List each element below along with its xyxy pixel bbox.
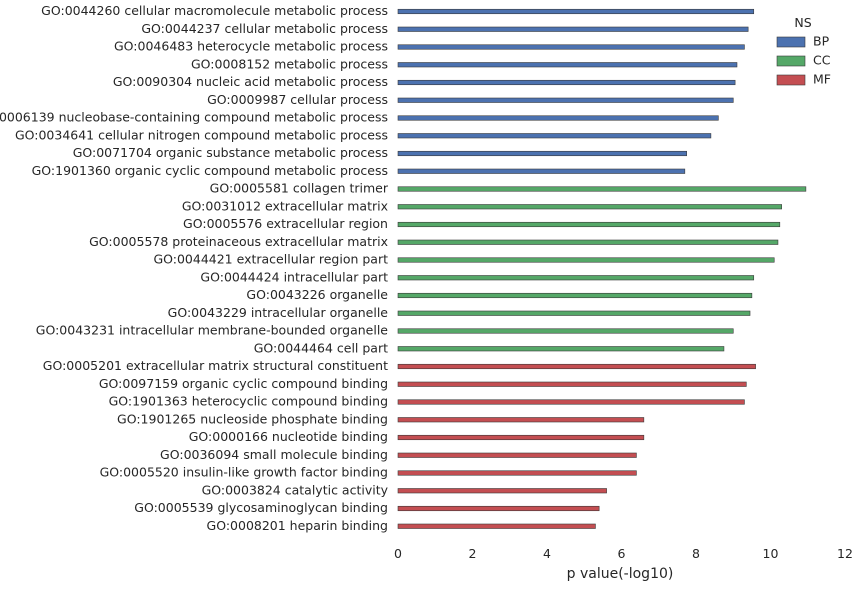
category-label: GO:0044424 intracellular part: [200, 269, 388, 284]
bar-cc: [397, 346, 725, 352]
category-label: GO:1901363 heterocyclic compound binding: [109, 394, 388, 409]
category-label: GO:0003824 catalytic activity: [202, 482, 389, 497]
category-label: GO:0005576 extracellular region: [183, 216, 388, 231]
legend-label-bp: BP: [813, 34, 830, 49]
category-label: GO:0071704 organic substance metabolic p…: [73, 145, 388, 160]
bar-bp: [397, 133, 712, 139]
bar-mf: [397, 505, 600, 512]
x-tick-label: 0: [394, 546, 402, 561]
bar-mf: [397, 381, 747, 387]
category-label: GO:0034641 cellular nitrogen compound me…: [15, 127, 388, 142]
bar-cc: [397, 328, 734, 334]
bar-mf: [397, 399, 745, 405]
category-label: GO:0044464 cell part: [254, 340, 388, 355]
bar-cc: [397, 186, 807, 192]
category-label: GO:1901360 organic cyclic compound metab…: [32, 163, 388, 178]
bar-cc: [397, 275, 755, 281]
category-label: GO:0000166 nucleotide binding: [189, 429, 388, 444]
bar-bp: [397, 79, 736, 86]
x-tick-label: 4: [543, 546, 551, 561]
bar-mf: [397, 417, 645, 423]
bar-bp: [397, 62, 738, 68]
x-axis-label: p value(-log10): [567, 566, 674, 582]
category-label: GO:0046483 heterocycle metabolic process: [114, 39, 388, 54]
bar-bp: [397, 115, 719, 121]
category-label: GO:0044260 cellular macromolecule metabo…: [41, 3, 388, 18]
category-label: GO:0008152 metabolic process: [191, 56, 388, 71]
bar-mf: [397, 488, 607, 494]
bar-mf: [397, 434, 645, 441]
legend-label-cc: CC: [813, 53, 831, 68]
category-label: GO:0036094 small molecule binding: [160, 447, 388, 462]
category-labels: GO:0044260 cellular macromolecule metabo…: [0, 3, 389, 533]
bar-bp: [397, 150, 687, 157]
legend-swatch-cc: [776, 55, 806, 67]
bar-cc: [397, 257, 775, 263]
category-label: GO:0044421 extracellular region part: [153, 252, 388, 267]
bar-mf: [397, 452, 637, 458]
bar-cc: [397, 239, 779, 245]
category-label: GO:1901265 nucleoside phosphate binding: [117, 411, 388, 426]
bar-bp: [397, 8, 755, 15]
bar-mf: [397, 363, 756, 370]
bar-bp: [397, 168, 686, 174]
category-label: GO:0008201 heparin binding: [207, 518, 388, 533]
legend-swatch-bp: [776, 36, 806, 48]
x-tick-label: 6: [618, 546, 626, 561]
x-tick-label: 10: [763, 546, 779, 561]
bar-mf: [397, 470, 637, 476]
category-label: GO:0005539 glycosaminoglycan binding: [134, 500, 388, 515]
bar-bp: [397, 26, 749, 32]
category-label: GO:0009987 cellular process: [207, 92, 388, 107]
category-label: GO:0043231 intracellular membrane-bounde…: [36, 323, 389, 338]
bar-mf: [397, 523, 596, 529]
category-label: GO:0043226 organelle: [246, 287, 388, 302]
legend-swatch-mf: [776, 74, 806, 86]
category-label: GO:0044237 cellular metabolic process: [141, 21, 388, 36]
category-label: GO:0097159 organic cyclic compound bindi…: [99, 376, 388, 391]
bar-cc: [397, 204, 782, 210]
category-label: GO:0005581 collagen trimer: [210, 181, 389, 196]
category-label: GO:0031012 extracellular matrix: [182, 198, 388, 213]
x-tick-label: 12: [837, 546, 853, 561]
category-label: GO:0005201 extracellular matrix structur…: [43, 358, 388, 373]
category-label: GO:0043229 intracellular organelle: [168, 305, 389, 320]
x-tick-label: 8: [692, 546, 700, 561]
x-tick-label: 2: [469, 546, 477, 561]
bar-bp: [397, 44, 745, 50]
category-label: GO:0005520 insulin-like growth factor bi…: [100, 465, 388, 480]
category-label: GO:0090304 nucleic acid metabolic proces…: [113, 74, 388, 89]
legend-title: NS: [794, 15, 811, 30]
bars-layer: [397, 8, 807, 529]
bar-cc: [397, 292, 753, 299]
category-label: GO:0005578 proteinaceous extracellular m…: [89, 234, 388, 249]
category-label: GO:0006139 nucleobase-containing compoun…: [0, 110, 388, 125]
bar-cc: [397, 310, 751, 316]
legend-label-mf: MF: [813, 72, 831, 87]
x-axis: 0 2 4 6 8 10 12: [394, 546, 853, 561]
bar-bp: [397, 97, 734, 103]
bar-cc: [397, 221, 781, 228]
